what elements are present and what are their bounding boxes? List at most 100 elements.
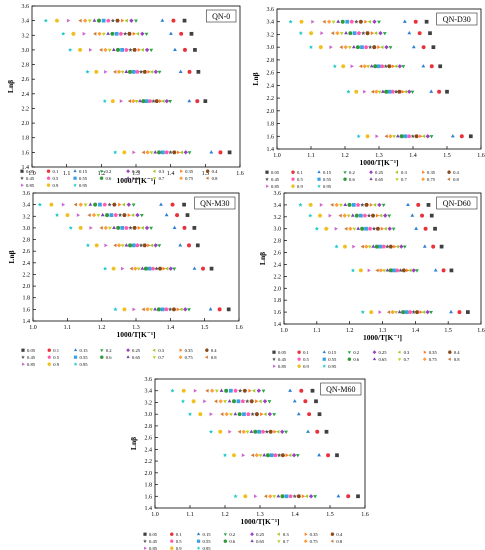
- data-point: [342, 244, 348, 249]
- x-tick-label: 1.0: [29, 325, 37, 331]
- data-point: [132, 31, 136, 36]
- data-point: [319, 203, 324, 207]
- data-point: [78, 18, 82, 23]
- data-point: [358, 64, 363, 69]
- data-point: [392, 268, 396, 273]
- data-point: [133, 266, 138, 271]
- legend-label: 0.6: [349, 177, 355, 182]
- x-tick-label: 1.6: [361, 512, 369, 518]
- data-point: [92, 18, 97, 22]
- data-point: [124, 47, 129, 52]
- data-point: [314, 399, 318, 404]
- legend-entry: 0.45: [272, 357, 287, 362]
- legend-marker: [180, 169, 184, 173]
- y-tick-label: 1.6: [145, 494, 153, 500]
- data-point: [114, 31, 119, 36]
- data-point: [130, 213, 135, 218]
- data-point: [362, 213, 368, 218]
- x-tick-label: 1.4: [167, 325, 175, 331]
- data-point: [378, 310, 382, 314]
- data-point: [228, 429, 232, 434]
- data-point: [256, 388, 262, 393]
- data-point: [78, 202, 83, 207]
- data-point: [406, 268, 410, 273]
- y-tick-label: 2.4: [145, 447, 153, 453]
- data-point: [87, 213, 91, 218]
- legend-marker: [447, 350, 452, 354]
- data-point: [131, 69, 136, 74]
- data-point: [168, 266, 173, 271]
- legend-marker: [47, 355, 52, 359]
- data-point: [378, 30, 383, 36]
- legend-label: 0.7: [404, 357, 410, 362]
- data-point: [406, 202, 410, 207]
- data-point: [351, 203, 356, 207]
- legend-label: 0.55: [79, 176, 88, 181]
- data-point: [85, 69, 90, 74]
- legend-marker: [152, 177, 157, 181]
- data-point: [313, 495, 318, 499]
- data-point: [433, 268, 438, 272]
- data-point: [189, 31, 194, 36]
- data-point: [308, 213, 313, 218]
- data-point: [209, 412, 213, 417]
- data-point: [140, 226, 144, 230]
- data-point: [179, 307, 183, 312]
- data-point: [144, 99, 149, 104]
- legend-label: 0.8: [453, 177, 459, 182]
- data-point: [175, 213, 180, 218]
- data-point: [228, 388, 233, 393]
- data-point: [147, 69, 151, 74]
- data-point: [229, 413, 233, 417]
- legend-entry: 0.9: [46, 183, 59, 188]
- data-point: [147, 98, 153, 103]
- legend-marker: [250, 532, 254, 537]
- legend-entry: 0.4: [204, 348, 217, 353]
- legend-marker: [372, 357, 377, 361]
- y-tick-label: 2.6: [22, 77, 30, 83]
- data-point: [414, 226, 419, 230]
- data-point: [371, 226, 377, 231]
- legend-marker: [20, 176, 24, 180]
- legend-entry: 0.6: [347, 357, 360, 362]
- data-point: [181, 388, 186, 393]
- legend-label: 0.4: [336, 532, 342, 537]
- y-tick-label: 3.2: [23, 214, 31, 220]
- data-point: [355, 202, 361, 207]
- x-tick-label: 1.3: [132, 325, 140, 331]
- data-point: [103, 266, 108, 271]
- data-point: [158, 99, 163, 104]
- data-point: [383, 226, 387, 231]
- legend-label: 0.25: [132, 348, 141, 353]
- legend-marker: [395, 178, 399, 182]
- plot-frame: [154, 378, 366, 509]
- legend-label: 0.95: [203, 546, 212, 550]
- legend-label: 0.65: [132, 176, 141, 181]
- data-point: [131, 243, 136, 248]
- legend-entry: 0.7: [277, 539, 289, 544]
- legend-entry: 0.2: [100, 348, 112, 353]
- panel-title-box: [320, 382, 362, 396]
- data-point: [322, 19, 326, 24]
- data-point: [268, 429, 273, 434]
- data-point: [296, 494, 301, 499]
- y-tick-label: 3.4: [23, 203, 31, 209]
- data-point: [342, 213, 347, 218]
- data-point: [411, 44, 416, 49]
- legend-label: 0.1: [53, 348, 59, 353]
- legend-marker: [22, 362, 25, 366]
- data-point: [364, 244, 369, 249]
- legend-marker: [291, 177, 295, 181]
- data-point: [140, 48, 145, 52]
- data-point: [407, 30, 412, 35]
- legend-entry: 0.7: [152, 176, 165, 181]
- y-tick-label: 3.6: [145, 377, 153, 383]
- legend-label: 0.2: [106, 169, 112, 174]
- legend-label: 0.1: [303, 350, 309, 355]
- data-point: [363, 44, 369, 49]
- legend-marker: [169, 546, 174, 550]
- x-tick-label: 1.5: [202, 171, 210, 177]
- y-tick-label: 3.0: [274, 227, 282, 233]
- data-point: [128, 47, 133, 52]
